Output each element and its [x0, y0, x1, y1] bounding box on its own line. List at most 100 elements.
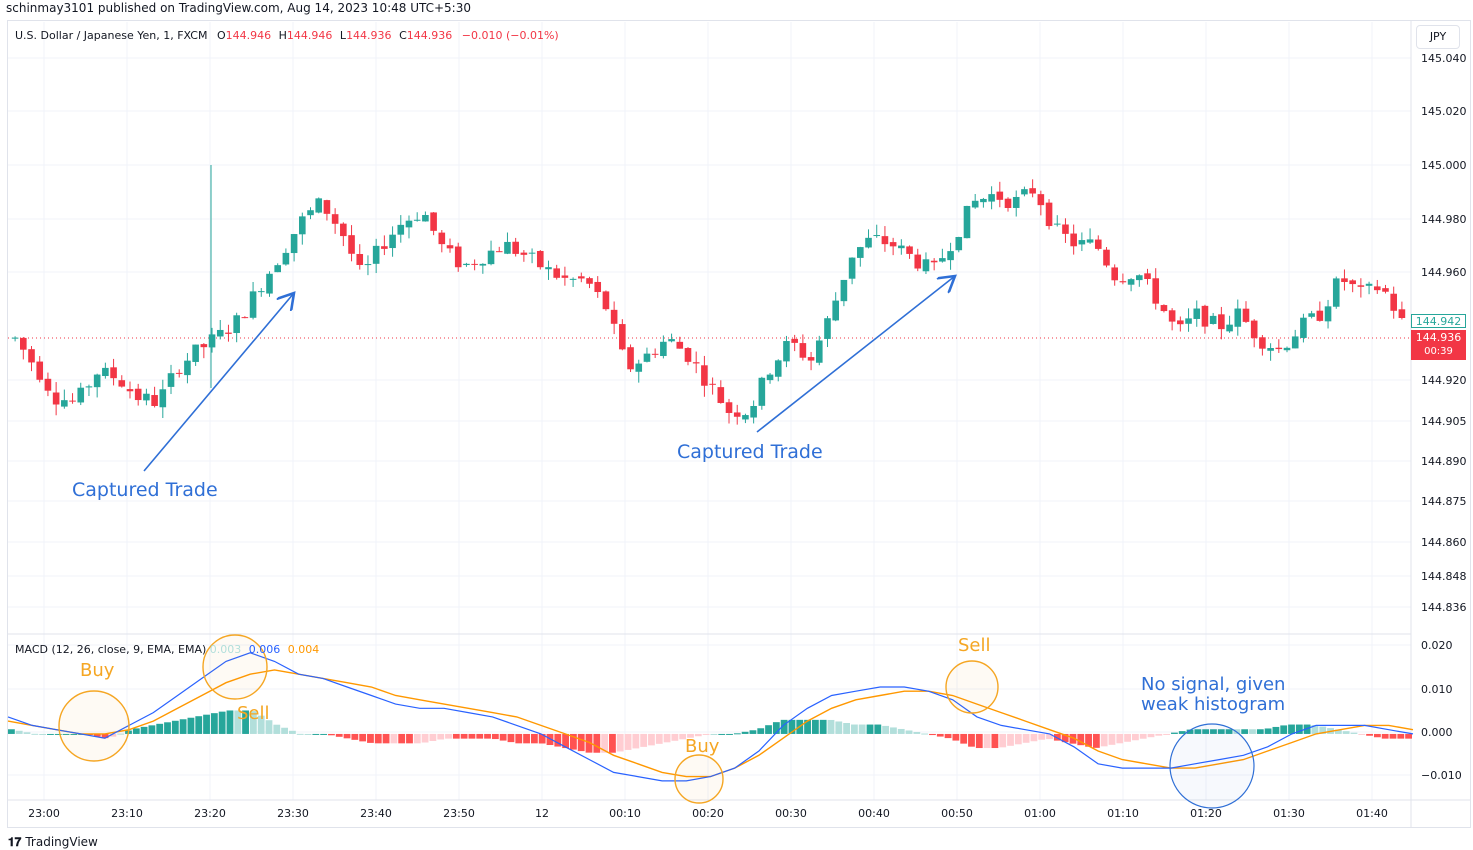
histogram-bar — [679, 733, 687, 740]
price-tick-label: 145.000 — [1421, 159, 1467, 172]
histogram-bar — [804, 719, 811, 734]
candle-body — [274, 265, 281, 273]
candle-body — [1094, 239, 1102, 249]
histogram-bar — [710, 733, 718, 735]
candle-body — [512, 241, 519, 254]
candle-body — [28, 349, 35, 363]
candle-body — [963, 205, 971, 239]
histogram-bar — [289, 730, 296, 734]
time-tick-label: 12 — [535, 807, 549, 820]
candle-body — [1185, 318, 1192, 324]
no-signal-line-1: No signal, given — [1141, 674, 1286, 695]
histogram-bar — [1225, 729, 1233, 734]
histogram-bar — [1163, 733, 1171, 735]
candle-body — [815, 340, 823, 363]
histogram-bar — [593, 733, 601, 753]
grid: 145.040 145.020 145.000 144.980 144.960 144.9… — [8, 22, 1467, 820]
candle-body — [651, 353, 659, 355]
candle-body — [824, 318, 831, 339]
candle-body — [947, 251, 954, 261]
histogram-bar — [1397, 733, 1405, 739]
candle-body — [1136, 275, 1143, 281]
histogram-bar — [1147, 733, 1155, 738]
histogram-bar — [23, 732, 31, 734]
price-tick-label: 144.920 — [1421, 374, 1467, 387]
histogram-bar — [398, 733, 406, 744]
candle-body — [692, 362, 700, 364]
candle-body — [766, 374, 774, 381]
histogram-bar — [874, 724, 882, 734]
histogram-bar — [242, 710, 249, 734]
histogram-bar — [624, 733, 632, 750]
histogram-bar — [1030, 733, 1038, 742]
candle-body — [1365, 283, 1373, 286]
time-tick-label: 00:10 — [609, 807, 641, 820]
macd-line-value: 0.006 — [248, 643, 281, 656]
candle-body — [323, 200, 331, 214]
candle-body — [282, 252, 290, 265]
candle-body — [348, 235, 355, 254]
macd-legend[interactable]: MACD (12, 26, close, 9, EMA, EMA) 0.003 … — [15, 643, 319, 656]
candle-body — [922, 259, 930, 272]
histogram-bar — [1288, 724, 1295, 734]
time-tick-label: 01:30 — [1273, 807, 1305, 820]
candle-body — [1242, 308, 1250, 322]
histogram-bar — [585, 733, 593, 753]
candle-body — [1070, 233, 1077, 247]
candle-body — [151, 395, 158, 406]
close-value: 144.936 — [406, 29, 453, 42]
histogram-bar — [31, 733, 39, 735]
candle-body — [102, 367, 109, 377]
candle-body — [167, 373, 175, 387]
histogram-bar — [546, 733, 554, 746]
macd-signal-value: 0.004 — [287, 643, 320, 656]
candle-body — [955, 237, 963, 251]
histogram-bar — [1053, 733, 1061, 741]
countdown-value: 00:39 — [1424, 346, 1453, 357]
candle-body — [627, 347, 634, 370]
candle-body — [1012, 196, 1020, 208]
candle-body — [898, 245, 905, 249]
macd-line — [7, 652, 1414, 782]
histogram-bar — [616, 733, 624, 752]
candle-body — [758, 377, 766, 406]
candle-body — [1201, 305, 1209, 327]
histogram-bar — [835, 721, 843, 734]
histogram-bar — [960, 733, 968, 744]
histogram-bar — [413, 733, 421, 744]
change-value: −0.010 (−0.01%) — [461, 29, 559, 42]
histogram-bar — [1139, 733, 1147, 739]
symbol-legend[interactable]: U.S. Dollar / Japanese Yen, 1, FXCM O144… — [15, 29, 559, 42]
histogram-bar — [195, 716, 203, 734]
histogram-bar — [296, 733, 304, 735]
candle-body — [1300, 317, 1307, 338]
histogram-bar — [406, 733, 413, 744]
histogram-bar — [359, 733, 367, 742]
macd-tick-label: 0.010 — [1421, 683, 1453, 696]
candle-body — [914, 254, 922, 269]
currency-button[interactable]: JPY — [1416, 25, 1460, 49]
histogram-bar — [741, 731, 749, 734]
footer-brand-text: TradingView — [25, 835, 98, 849]
histogram-bar — [218, 711, 226, 734]
candle-body — [684, 348, 692, 362]
histogram-bar — [351, 733, 359, 740]
candle-body — [553, 268, 560, 278]
candle-body — [1177, 320, 1184, 325]
no-signal-line-2: weak histogram — [1141, 694, 1286, 715]
histogram-bar — [452, 733, 460, 739]
price-tick-label: 144.860 — [1421, 536, 1467, 549]
current-price-tag: 144.936 00:39 — [1411, 330, 1466, 360]
candle-body — [454, 246, 462, 268]
price-tick-label: 144.960 — [1421, 266, 1467, 279]
candle-body — [783, 341, 790, 362]
macd-histogram — [8, 710, 1412, 753]
time-tick-label: 23:00 — [28, 807, 60, 820]
candle-body — [643, 353, 651, 362]
candle-body — [1398, 309, 1406, 319]
candle-body — [118, 380, 126, 387]
candle-body — [528, 252, 536, 254]
candle-body — [889, 242, 897, 247]
histogram-bar — [8, 729, 15, 734]
